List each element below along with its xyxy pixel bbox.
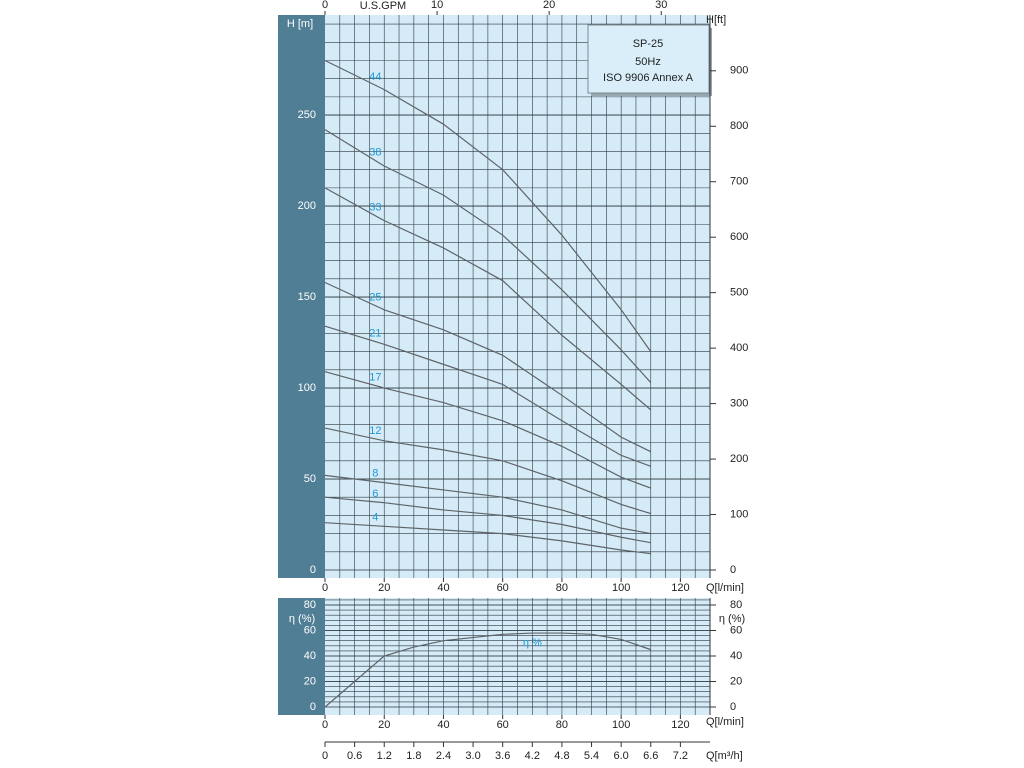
axis-band [278, 15, 325, 578]
y2-tick-label: 200 [730, 453, 748, 465]
x-tick-label: 20 [378, 719, 390, 731]
x2-axis-label: Q[m³/h] [706, 750, 743, 762]
y2-tick-label: 800 [730, 120, 748, 132]
x2-tick-label: 1.8 [406, 750, 421, 762]
y-axis-label: η (%) [289, 613, 315, 625]
y-tick-label: 40 [304, 650, 316, 662]
y-tick-label: 0 [310, 564, 316, 576]
curve [324, 59, 652, 352]
series-label: 21 [369, 328, 381, 340]
curve [324, 427, 651, 515]
y2-tick-label: 80 [730, 599, 742, 611]
y-tick-label: 0 [310, 701, 316, 713]
curve [324, 474, 651, 535]
x-tick-label: 40 [437, 582, 449, 594]
y-tick-label: 150 [298, 291, 316, 303]
y2-tick-label: 300 [730, 398, 748, 410]
y2-tick-label: 20 [730, 675, 742, 687]
x2-tick-label: 0 [322, 750, 328, 762]
y2-tick-label: 400 [730, 342, 748, 354]
x-tick-label: 60 [497, 719, 509, 731]
x-axis-label: Q[l/min] [706, 716, 744, 728]
y-tick-label: 80 [304, 599, 316, 611]
x-tick-label: 40 [437, 719, 449, 731]
series-label: 25 [369, 292, 381, 304]
annotation: η % [523, 637, 542, 649]
curve [324, 325, 651, 467]
x2-tick-label: 2.4 [436, 750, 451, 762]
x2-tick-label: 3.6 [495, 750, 510, 762]
legend-box: SP-25 50Hz ISO 9906 Annex A [587, 24, 712, 96]
x2-tick-label: 7.2 [673, 750, 688, 762]
x-axis-label: Q[l/min] [706, 582, 744, 594]
curve [324, 371, 651, 489]
curve [324, 129, 652, 383]
series-label: 33 [369, 202, 381, 214]
y-axis-label: H [m] [287, 18, 313, 30]
y2-tick-label: 100 [730, 508, 748, 520]
x-tick-label: 100 [612, 719, 630, 731]
axis-band [278, 598, 325, 715]
y2-tick-label: 60 [730, 624, 742, 636]
x2-tick-label: 4.8 [554, 750, 569, 762]
curve [324, 281, 652, 453]
x-tick-label: 120 [671, 582, 689, 594]
series-label: 4 [372, 512, 378, 524]
x-tick-label: 120 [671, 719, 689, 731]
series-label: 6 [372, 488, 378, 500]
x2-tick-label: 5.4 [584, 750, 599, 762]
y2-tick-label: 0 [730, 564, 736, 576]
y2-tick-label: 0 [730, 701, 736, 713]
x-tick-label: 80 [556, 719, 568, 731]
x2-tick-label: 4.2 [525, 750, 540, 762]
x-tick-label: 0 [322, 582, 328, 594]
x2-tick-label: 0 [322, 0, 328, 11]
x2-tick-label: 0.6 [347, 750, 362, 762]
y-tick-label: 20 [304, 675, 316, 687]
x2-axis-label: U.S.GPM [360, 0, 406, 12]
y-tick-label: 200 [298, 200, 316, 212]
x-tick-label: 60 [497, 582, 509, 594]
series-label: 12 [369, 425, 381, 437]
y2-tick-label: 700 [730, 176, 748, 188]
y-tick-label: 60 [304, 624, 316, 636]
x-tick-label: 80 [556, 582, 568, 594]
x2-tick-label: 6.0 [614, 750, 629, 762]
x2-tick-label: 6.6 [643, 750, 658, 762]
box [587, 24, 710, 94]
series-label: 17 [369, 371, 381, 383]
x-tick-label: 0 [322, 719, 328, 731]
y-tick-label: 250 [298, 109, 316, 121]
chart-subtitle: 50Hz [635, 56, 661, 68]
grid [325, 15, 710, 715]
y2-tick-label: 900 [730, 65, 748, 77]
series-label: 44 [369, 71, 381, 83]
y-tick-label: 100 [298, 382, 316, 394]
y2-tick-label: 40 [730, 650, 742, 662]
curve [324, 496, 651, 544]
series-label: 38 [369, 146, 381, 158]
y2-axis-label: H[ft] [706, 14, 726, 26]
y2-axis-label: η (%) [719, 613, 745, 625]
x2-tick-label: 30 [655, 0, 667, 11]
series-label: 8 [372, 467, 378, 479]
x2-tick-label: 20 [543, 0, 555, 11]
curve [324, 632, 651, 708]
y-tick-label: 50 [304, 473, 316, 485]
y2-tick-label: 600 [730, 231, 748, 243]
curve [324, 522, 651, 555]
x-tick-label: 100 [612, 582, 630, 594]
x2-tick-label: 10 [431, 0, 443, 11]
x-tick-label: 20 [378, 582, 390, 594]
y2-tick-label: 500 [730, 287, 748, 299]
chart-title: SP-25 [633, 38, 664, 50]
x2-tick-label: 1.2 [377, 750, 392, 762]
chart-note: ISO 9906 Annex A [603, 72, 694, 84]
curve [324, 187, 652, 411]
x2-tick-label: 3.0 [465, 750, 480, 762]
